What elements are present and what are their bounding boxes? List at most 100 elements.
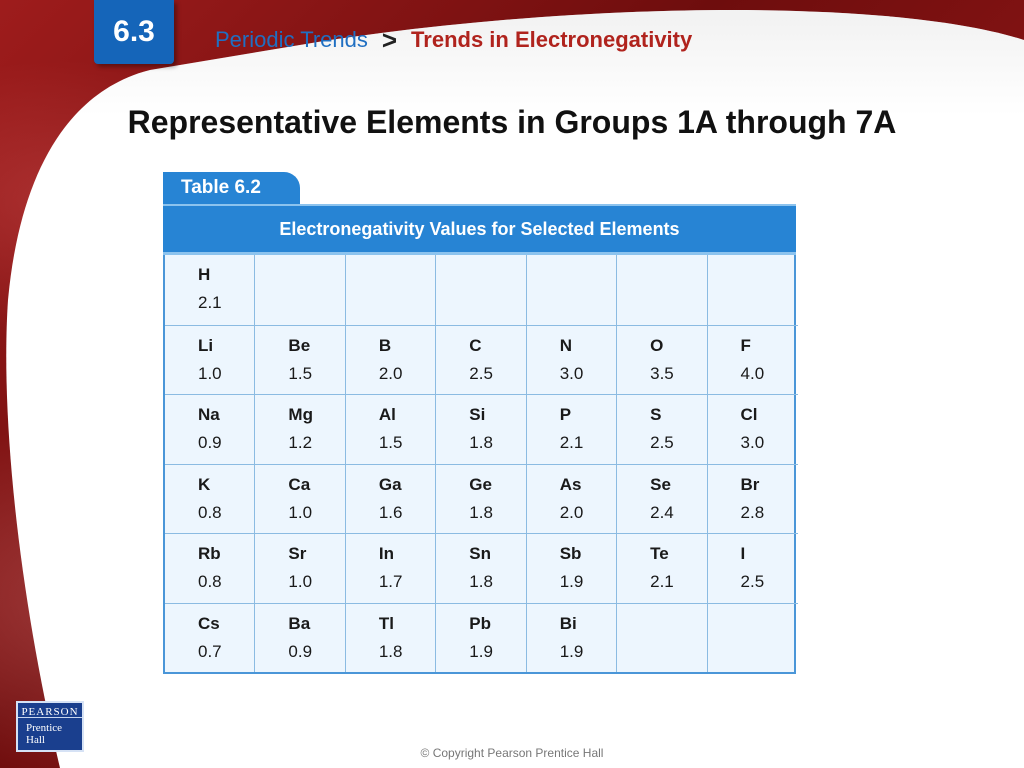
electronegativity-value: 1.0 — [288, 572, 313, 591]
element-symbol: Rb — [198, 544, 221, 563]
table-cell: Rb 0.8 — [165, 533, 256, 603]
element-symbol: Cs — [198, 613, 220, 633]
table-cell: S 2.5 — [617, 394, 708, 464]
element-symbol: Sr — [288, 544, 307, 563]
table-cell — [255, 255, 346, 325]
table-cell: Sb 1.9 — [526, 533, 618, 603]
element-symbol — [650, 265, 706, 293]
element-symbol: Cl — [740, 405, 758, 424]
table-cell — [707, 602, 798, 673]
element-symbol — [469, 265, 525, 293]
electronegativity-value: 1.8 — [469, 572, 493, 591]
table-cell: C 2.5 — [436, 324, 527, 394]
electronegativity-value: 2.1 — [198, 293, 222, 312]
element-symbol: Ca — [288, 474, 311, 494]
table-cell: Cs 0.7 — [165, 602, 256, 672]
element-symbol: F — [740, 335, 751, 355]
table-cell: F 4.0 — [707, 324, 798, 395]
element-symbol: As — [559, 474, 582, 494]
table-cell: Sr 1.0 — [255, 533, 346, 603]
electronegativity-value: 1.0 — [198, 363, 222, 383]
section-badge: 6.3 — [94, 0, 174, 64]
table-cell — [527, 255, 618, 325]
table-cell: Si 1.8 — [436, 394, 527, 464]
electronegativity-value: 1.2 — [288, 433, 313, 452]
table-cell: Pb 1.9 — [436, 602, 527, 672]
electronegativity-value: 1.0 — [288, 502, 313, 522]
table-cell: Tl 1.8 — [345, 602, 437, 672]
element-symbol — [650, 614, 706, 642]
element-symbol — [288, 265, 344, 293]
electronegativity-value: 1.9 — [559, 641, 584, 661]
element-symbol — [379, 265, 435, 293]
element-symbol: S — [650, 405, 662, 424]
element-symbol: Sn — [469, 544, 491, 563]
logo-line-2: Hall — [26, 734, 45, 746]
electronegativity-value: 0.9 — [198, 433, 222, 452]
table-cell — [617, 255, 708, 325]
element-symbol: Se — [650, 474, 671, 494]
electronegativity-value: 3.5 — [650, 363, 674, 383]
table-cell: Ga 1.6 — [345, 463, 437, 533]
element-symbol: Pb — [469, 613, 491, 633]
breadcrumb-topic[interactable]: Trends in Electronegativity — [411, 27, 693, 52]
table-cell: Ba 0.9 — [255, 602, 346, 672]
table-cell — [346, 255, 437, 325]
element-symbol: N — [559, 335, 572, 355]
table-cell: Be 1.5 — [255, 324, 346, 394]
electronegativity-value: 2.0 — [378, 363, 403, 383]
slide-counter: Slide 15 of 31 — [956, 676, 1012, 716]
table-cell: Al 1.5 — [345, 394, 437, 464]
table-cell: Te 2.1 — [617, 533, 708, 603]
copyright-notice: © Copyright Pearson Prentice Hall — [420, 746, 604, 760]
table-cell: Ca 1.0 — [255, 463, 346, 533]
element-symbol: Al — [378, 405, 396, 424]
element-symbol: Mg — [288, 405, 313, 424]
electronegativity-value: 1.6 — [378, 502, 403, 522]
table-cell: Bi 1.9 — [526, 602, 618, 672]
element-symbol: K — [198, 474, 211, 494]
element-symbol — [741, 265, 798, 293]
electronegativity-value: 0.8 — [198, 572, 222, 591]
table-cell — [436, 255, 527, 325]
logo-imprint: Prentice Hall — [18, 718, 82, 746]
page-title: Representative Elements in Groups 1A thr… — [127, 104, 897, 140]
table-cell: K 0.8 — [165, 463, 256, 533]
electronegativity-value: 0.8 — [198, 502, 222, 522]
element-symbol: In — [378, 544, 394, 563]
electronegativity-value: 3.0 — [559, 363, 584, 383]
breadcrumb-separator: > — [381, 24, 398, 55]
electronegativity-value: 1.9 — [559, 572, 584, 591]
element-symbol: Br — [740, 474, 760, 494]
electronegativity-value: 2.5 — [469, 363, 493, 383]
electronegativity-value: 2.4 — [650, 502, 674, 522]
electronegativity-value: 1.8 — [378, 641, 403, 661]
electronegativity-value: 2.0 — [559, 502, 584, 522]
element-symbol: H — [198, 265, 211, 284]
element-symbol: P — [559, 405, 572, 424]
table-cell: I 2.5 — [707, 533, 798, 603]
slide-label: Slide — [976, 677, 1012, 694]
table-cell: O 3.5 — [617, 324, 708, 394]
publisher-logo[interactable]: PEARSON Prentice Hall — [16, 701, 84, 752]
breadcrumb-chapter[interactable]: Periodic Trends — [215, 27, 368, 52]
electronegativity-value: 1.7 — [378, 572, 403, 591]
table-cell — [708, 255, 798, 325]
table-cell: N 3.0 — [526, 324, 618, 394]
electronegativity-table: Table 6.2 Electronegativity Values for S… — [163, 172, 798, 674]
table-grid: H 2.1 Li 1.0 Be 1.5 B 2.0 C 2.5 N 3.0 O 3.5 F 4.0 Na 0.9 M… — [163, 255, 798, 674]
element-symbol — [560, 265, 616, 293]
table-cell: In 1.7 — [345, 533, 437, 603]
element-symbol: Si — [469, 405, 486, 424]
table-cell: Cl 3.0 — [707, 394, 798, 464]
electronegativity-value: 1.9 — [469, 641, 493, 661]
table-cell: H 2.1 — [165, 255, 256, 325]
element-symbol: O — [650, 335, 664, 355]
electronegativity-value: 2.5 — [650, 433, 674, 452]
element-symbol: Sb — [559, 544, 582, 563]
element-symbol: Be — [288, 335, 311, 355]
table-cell: P 2.1 — [526, 394, 618, 464]
element-symbol: Bi — [559, 613, 577, 633]
electronegativity-value: 2.8 — [740, 502, 765, 522]
element-symbol: C — [469, 335, 482, 355]
